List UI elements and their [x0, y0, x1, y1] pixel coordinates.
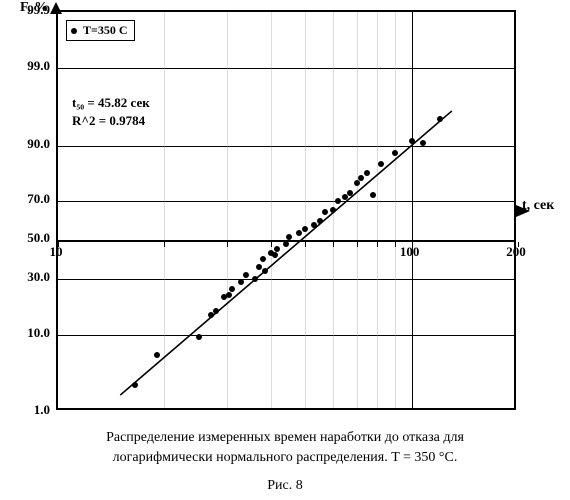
y-tick-label: 50.0 [0, 230, 50, 246]
y-tick-labels: 1.010.030.050.070.090.099.099.9 [0, 10, 50, 410]
data-point [364, 170, 370, 176]
caption-line: Распределение измеренных времен наработк… [0, 428, 570, 448]
data-point [238, 279, 244, 285]
data-point [420, 140, 426, 146]
data-point [132, 382, 138, 388]
fit-statistic-line: t₅₀ = 45.82 сек [72, 94, 150, 112]
legend-text: T=350 C [83, 23, 128, 38]
data-point [229, 286, 235, 292]
data-point [437, 116, 443, 122]
data-point [243, 272, 249, 278]
data-point [274, 246, 280, 252]
data-point [354, 180, 360, 186]
data-point [262, 268, 268, 274]
legend: T=350 C [66, 20, 135, 41]
data-point [296, 230, 302, 236]
y-tick-label: 30.0 [0, 269, 50, 285]
figure-container: F, % t, сек 1.010.030.050.070.090.099.09… [0, 0, 570, 500]
data-point [252, 276, 258, 282]
data-point [302, 226, 308, 232]
data-point [378, 161, 384, 167]
y-tick-label: 1.0 [0, 402, 50, 418]
y-tick-label: 99.0 [0, 58, 50, 74]
fit-statistics: t₅₀ = 45.82 секR^2 = 0.9784 [72, 94, 150, 129]
data-point [322, 209, 328, 215]
data-point [392, 150, 398, 156]
data-point [154, 352, 160, 358]
data-point [317, 218, 323, 224]
data-point [272, 252, 278, 258]
fit-statistic-line: R^2 = 0.9784 [72, 112, 150, 130]
y-tick-label: 70.0 [0, 191, 50, 207]
y-tick-label: 90.0 [0, 136, 50, 152]
data-point [213, 308, 219, 314]
data-point [226, 292, 232, 298]
data-point [286, 234, 292, 240]
caption: Распределение измеренных времен наработк… [0, 428, 570, 467]
figure-label: Рис. 8 [0, 476, 570, 496]
data-point [330, 207, 336, 213]
data-point [196, 334, 202, 340]
data-point [260, 256, 266, 262]
y-tick-label: 10.0 [0, 325, 50, 341]
data-point [283, 241, 289, 247]
data-point [347, 190, 353, 196]
fit-line [58, 12, 518, 412]
legend-marker-icon [71, 28, 77, 34]
x-tick-mark [518, 242, 519, 247]
data-point [208, 312, 214, 318]
data-point [335, 198, 341, 204]
data-point [256, 264, 262, 270]
data-point [358, 175, 364, 181]
data-point [370, 192, 376, 198]
plot-area: T=350 C t₅₀ = 45.82 секR^2 = 0.9784 [56, 10, 516, 410]
data-point [311, 222, 317, 228]
caption-line: логарифмически нормального распределения… [0, 448, 570, 468]
y-tick-label: 99.9 [0, 2, 50, 18]
x-axis-arrow-icon [516, 205, 530, 217]
data-point [409, 138, 415, 144]
